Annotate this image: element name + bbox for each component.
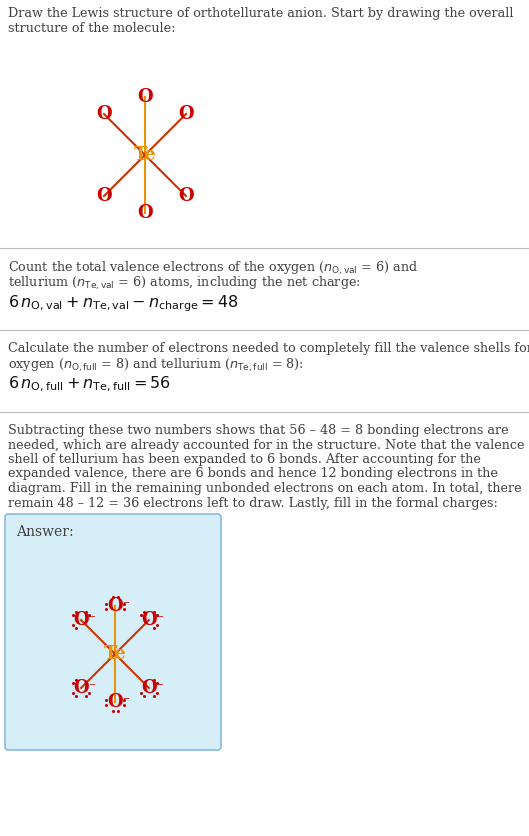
Text: Te: Te [134,146,157,164]
Text: O: O [137,88,153,106]
Text: shell of tellurium has been expanded to 6 bonds. After accounting for the: shell of tellurium has been expanded to … [8,453,481,466]
Text: Calculate the number of electrons needed to completely fill the valence shells f: Calculate the number of electrons needed… [8,342,529,355]
Text: O: O [178,105,194,123]
FancyBboxPatch shape [5,514,221,750]
Text: Subtracting these two numbers shows that 56 – 48 = 8 bonding electrons are: Subtracting these two numbers shows that… [8,424,508,437]
Text: tellurium ($n_{\mathrm{Te,val}}$ = 6) atoms, including the net charge:: tellurium ($n_{\mathrm{Te,val}}$ = 6) at… [8,274,361,292]
Text: remain 48 – 12 = 36 electrons left to draw. Lastly, fill in the formal charges:: remain 48 – 12 = 36 electrons left to dr… [8,497,498,509]
Text: structure of the molecule:: structure of the molecule: [8,22,176,34]
Text: $^{-}$: $^{-}$ [122,695,130,708]
Text: needed, which are already accounted for in the structure. Note that the valence: needed, which are already accounted for … [8,439,524,451]
Text: $^{-}$: $^{-}$ [122,599,130,612]
Text: O: O [73,679,89,697]
Text: $6\,n_{\mathrm{O,val}} + n_{\mathrm{Te,val}} - n_{\mathrm{charge}} = 48$: $6\,n_{\mathrm{O,val}} + n_{\mathrm{Te,v… [8,293,239,314]
Text: $^{-}$: $^{-}$ [156,681,164,694]
Text: $^{-}$: $^{-}$ [156,613,164,626]
Text: Count the total valence electrons of the oxygen ($n_{\mathrm{O,val}}$ = 6) and: Count the total valence electrons of the… [8,260,418,278]
Text: O: O [107,597,123,615]
Text: $^{-}$: $^{-}$ [88,681,96,694]
Text: expanded valence, there are 6 bonds and hence 12 bonding electrons in the: expanded valence, there are 6 bonds and … [8,467,498,481]
Text: O: O [96,187,112,205]
Text: diagram. Fill in the remaining unbonded electrons on each atom. In total, there: diagram. Fill in the remaining unbonded … [8,482,522,495]
Text: O: O [137,204,153,222]
Text: $6\,n_{\mathrm{O,full}} + n_{\mathrm{Te,full}} = 56$: $6\,n_{\mathrm{O,full}} + n_{\mathrm{Te,… [8,375,171,395]
Text: O: O [178,187,194,205]
Text: O: O [141,611,157,629]
Text: O: O [141,679,157,697]
Text: oxygen ($n_{\mathrm{O,full}}$ = 8) and tellurium ($n_{\mathrm{Te,full}}$ = 8):: oxygen ($n_{\mathrm{O,full}}$ = 8) and t… [8,356,304,374]
Text: Te: Te [104,645,126,663]
Text: O: O [107,693,123,711]
Text: O: O [73,611,89,629]
Text: Draw the Lewis structure of orthotellurate anion. Start by drawing the overall: Draw the Lewis structure of orthotellura… [8,7,514,20]
Text: O: O [96,105,112,123]
Text: $^{-}$: $^{-}$ [88,613,96,626]
Text: Answer:: Answer: [16,525,74,539]
